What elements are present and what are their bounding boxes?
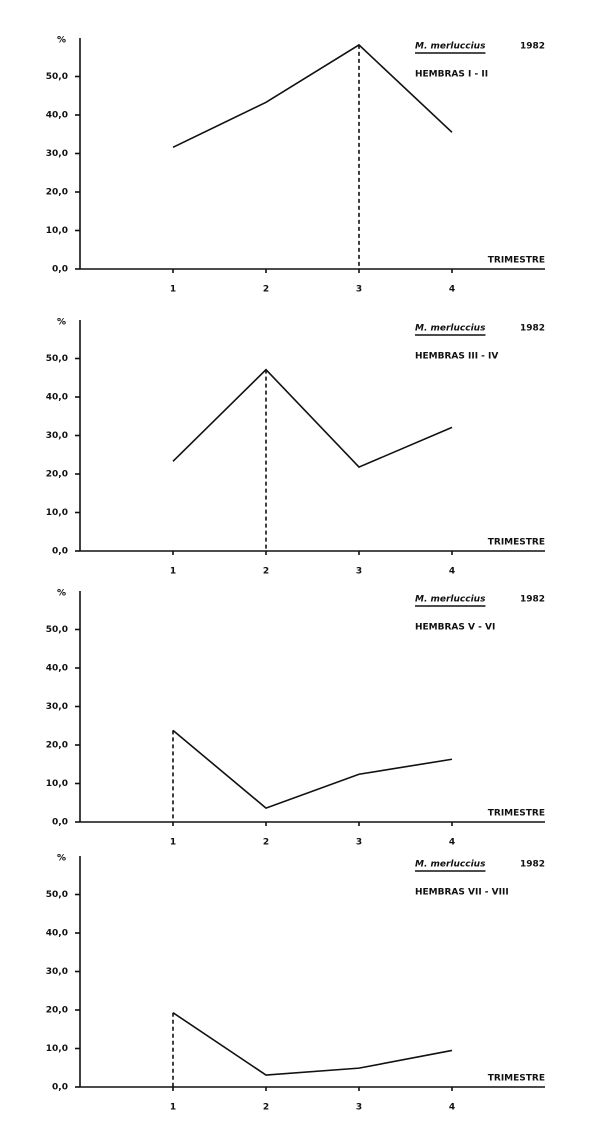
y-tick-label: 30,0: [46, 702, 68, 712]
y-tick-label: 20,0: [46, 188, 68, 198]
y-tick-label: 20,0: [46, 470, 68, 480]
x-tick-label: 3: [356, 285, 362, 295]
chart-year: 1982: [520, 595, 545, 605]
x-tick-label: 1: [170, 567, 176, 577]
y-tick-label: 30,0: [46, 967, 68, 977]
y-tick-label: 50,0: [46, 625, 68, 635]
x-tick-label: 4: [449, 567, 455, 577]
chart-title: M. merluccius: [415, 42, 486, 52]
y-tick-label: 50,0: [46, 354, 68, 364]
chart-title: M. merluccius: [415, 860, 486, 870]
x-axis-label: TRIMESTRE: [488, 1074, 545, 1084]
x-tick-label: 1: [170, 1103, 176, 1113]
x-axis-label: TRIMESTRE: [488, 538, 545, 548]
chart-title: M. merluccius: [415, 324, 486, 334]
x-tick-label: 2: [263, 567, 269, 577]
x-axis-label: TRIMESTRE: [488, 256, 545, 266]
y-tick-label: 50,0: [46, 890, 68, 900]
x-tick-label: 2: [263, 838, 269, 848]
y-tick-label: 0,0: [52, 818, 68, 828]
y-tick-label: 40,0: [46, 393, 68, 403]
chart-year: 1982: [520, 860, 545, 870]
data-line: [172, 368, 453, 469]
data-line: [172, 729, 453, 810]
x-tick-label: 3: [356, 838, 362, 848]
data-line: [172, 1012, 453, 1076]
y-tick-label: 20,0: [46, 1006, 68, 1016]
data-line: [172, 43, 453, 149]
y-tick-label: 40,0: [46, 929, 68, 939]
y-tick-label: 0,0: [52, 1083, 68, 1093]
x-tick-label: 1: [170, 285, 176, 295]
chart-title: M. merluccius: [415, 595, 486, 605]
x-tick-label: 2: [263, 1103, 269, 1113]
y-tick-label: 20,0: [46, 741, 68, 751]
chart-year: 1982: [520, 324, 545, 334]
x-tick-label: 2: [263, 285, 269, 295]
y-tick-label: 50,0: [46, 72, 68, 82]
y-tick-label: 0,0: [52, 547, 68, 557]
y-tick-label: 10,0: [46, 779, 68, 789]
y-tick-label: 40,0: [46, 111, 68, 121]
x-tick-label: 1: [170, 838, 176, 848]
x-tick-label: 3: [356, 567, 362, 577]
y-axis-label: %: [57, 36, 66, 46]
y-tick-label: 30,0: [46, 431, 68, 441]
y-tick-label: 10,0: [46, 226, 68, 236]
chart-subtitle: HEMBRAS III - IV: [415, 352, 498, 362]
x-tick-label: 3: [356, 1103, 362, 1113]
chart-subtitle: HEMBRAS V - VI: [415, 623, 495, 633]
chart-subtitle: HEMBRAS I - II: [415, 70, 488, 80]
y-tick-label: 40,0: [46, 664, 68, 674]
y-tick-label: 30,0: [46, 149, 68, 159]
x-tick-label: 4: [449, 285, 455, 295]
y-tick-label: 10,0: [46, 1044, 68, 1054]
y-axis-label: %: [57, 854, 66, 864]
x-axis-label: TRIMESTRE: [488, 809, 545, 819]
x-tick-label: 4: [449, 838, 455, 848]
chart-subtitle: HEMBRAS VII - VIII: [415, 888, 509, 898]
y-tick-label: 10,0: [46, 508, 68, 518]
chart-year: 1982: [520, 42, 545, 52]
x-tick-label: 4: [449, 1103, 455, 1113]
y-axis-label: %: [57, 318, 66, 328]
y-tick-label: 0,0: [52, 265, 68, 275]
y-axis-label: %: [57, 589, 66, 599]
